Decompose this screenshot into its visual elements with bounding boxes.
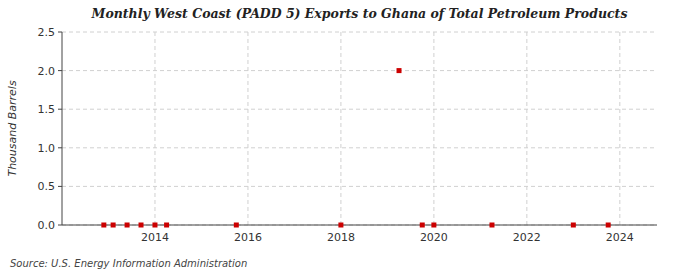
title: Monthly West Coast (PADD 5) Exports to G…	[91, 6, 628, 21]
point	[571, 223, 576, 228]
point	[139, 223, 144, 228]
point	[420, 223, 425, 228]
point	[101, 223, 106, 228]
point	[489, 223, 494, 228]
grid-line	[62, 186, 657, 187]
tick-label: 0.5	[38, 180, 56, 193]
grid-line	[62, 147, 657, 148]
point	[125, 223, 130, 228]
grid-line	[247, 32, 248, 225]
grid-line	[62, 109, 657, 110]
tick-label: 2014	[141, 231, 169, 244]
tick-label: 1.0	[38, 142, 56, 155]
point	[397, 68, 402, 73]
point	[431, 223, 436, 228]
point	[606, 223, 611, 228]
chart: Monthly West Coast (PADD 5) Exports to G…	[0, 0, 675, 275]
tick-label: 2024	[606, 231, 634, 244]
tick-mark	[58, 186, 62, 187]
point	[338, 223, 343, 228]
grid-line	[62, 225, 657, 226]
grid-line	[433, 32, 434, 225]
tick-mark	[58, 147, 62, 148]
point	[164, 223, 169, 228]
y-axis-line	[62, 32, 63, 225]
tick-label: 0.0	[38, 219, 56, 232]
tick-mark	[58, 70, 62, 71]
x-axis-line	[62, 225, 657, 226]
grid-line	[526, 32, 527, 225]
grid	[62, 32, 657, 225]
point	[152, 223, 157, 228]
grid-line	[619, 32, 620, 225]
axes: 0.0 0.5 1.0 1.5 2.0 2.5 2014 2016 2018 2020 2022 20…	[38, 26, 658, 244]
tick-label: 2016	[234, 231, 262, 244]
tick-mark	[58, 109, 62, 110]
grid-line	[340, 32, 341, 225]
grid-line	[62, 32, 657, 33]
grid-line	[62, 70, 657, 71]
tick-label: 2018	[327, 231, 355, 244]
point	[111, 223, 116, 228]
tick-label: 2020	[420, 231, 448, 244]
annotation: Source: U.S. Energy Information Administ…	[10, 258, 247, 269]
tick-mark	[58, 225, 62, 226]
tick-mark	[58, 32, 62, 33]
points	[101, 68, 610, 227]
tick-label: 2022	[513, 231, 541, 244]
tick-label: 2.0	[38, 65, 56, 78]
point	[234, 223, 239, 228]
grid-line	[154, 32, 155, 225]
axis-label: Thousand Barrels	[6, 80, 19, 176]
tick-label: 2.5	[38, 26, 56, 39]
tick-label: 1.5	[38, 103, 56, 116]
